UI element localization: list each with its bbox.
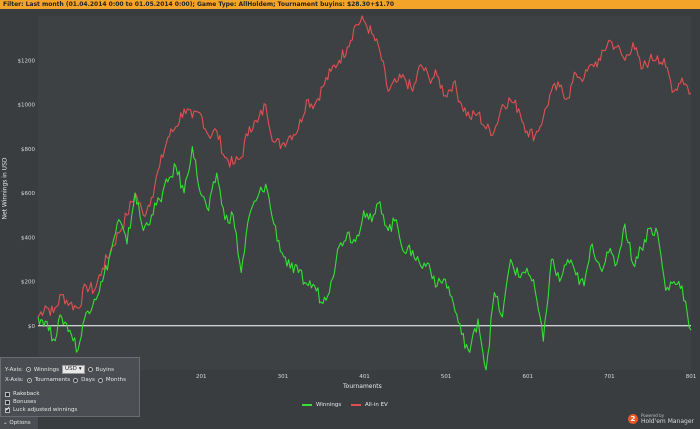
plot-area (38, 16, 691, 370)
luck-row[interactable]: Luck adjusted winnings (5, 405, 78, 413)
brand-name: Hold'em Manager (640, 418, 694, 425)
y-tick-label: $0 (28, 324, 35, 330)
y-buyins-label: Buyins (95, 366, 114, 373)
legend-winnings-label: Winnings (316, 402, 342, 408)
x-months-label: Months (105, 377, 127, 383)
legend-winnings[interactable]: Winnings (302, 402, 341, 408)
collapse-arrow-icon: ⌄ (3, 420, 8, 426)
y-tick-label: $1000 (18, 103, 36, 109)
chevron-down-icon: ▾ (78, 366, 82, 372)
x-tick-label: 401 (359, 374, 370, 380)
y-tick-label: $400 (21, 235, 35, 241)
filter-text: Last month (01.04.2014 0:00 to 01.05.201… (25, 1, 395, 8)
x-days-radio[interactable] (73, 377, 79, 383)
legend-allin-ev-label: All-in EV (365, 402, 388, 408)
x-tournaments-label: Tournaments (34, 377, 71, 383)
y-tick-label: $800 (21, 147, 35, 153)
y-winnings-radio[interactable] (25, 367, 31, 372)
x-tick-label: 501 (441, 374, 452, 380)
hem-logo-icon: 2 (627, 414, 638, 424)
bonuses-label: Bonuses (13, 399, 37, 405)
x-tick-label: 201 (196, 374, 207, 380)
y-buyins-radio[interactable] (87, 367, 93, 372)
x-tick-label: 801 (686, 374, 697, 380)
luck-checkbox[interactable] (5, 405, 11, 413)
x-axis-label: Tournaments (343, 383, 382, 390)
x-tick-label: 701 (604, 374, 615, 380)
currency-select[interactable]: USD ▾ (62, 365, 85, 374)
options-button-label: Options (9, 420, 31, 426)
y-winnings-label: Winnings (33, 366, 60, 373)
luck-label: Luck adjusted winnings (13, 407, 78, 413)
x-tick-label: 301 (278, 374, 289, 380)
series-line-winnings (37, 145, 692, 371)
legend-winnings-swatch (302, 404, 312, 406)
rakeback-checkbox[interactable] (5, 391, 10, 397)
options-toggle-button[interactable]: ⌄ Options (0, 417, 38, 429)
y-axis-row: Y-Axis: Winnings USD ▾ Buyins (5, 365, 114, 374)
currency-value: USD (65, 366, 77, 372)
brand-logo: 2 Powered by Hold'em Manager (627, 413, 694, 425)
x-axis-row: X-Axis: Tournaments Days Months (5, 377, 126, 383)
y-axis-label: Net Winnings in USD (1, 157, 9, 220)
powered-by-text: Powered by (640, 413, 665, 418)
y-tick-label: $1200 (18, 58, 36, 64)
x-tick-label: 601 (523, 374, 534, 380)
x-axis-label-opt: X-Axis: (5, 377, 24, 383)
filter-label: Filter: (3, 1, 24, 8)
x-months-radio[interactable] (97, 377, 103, 383)
legend-allin-ev-swatch (351, 404, 361, 406)
series-line-all-in-ev (37, 15, 692, 318)
y-tick-label: $200 (21, 280, 35, 286)
x-tournaments-radio[interactable] (26, 377, 32, 383)
legend-allin-ev[interactable]: All-in EV (351, 402, 388, 408)
x-days-label: Days (81, 377, 95, 383)
options-panel: Y-Axis: Winnings USD ▾ Buyins X-Axis: To… (0, 357, 140, 417)
rakeback-label: Rakeback (13, 391, 40, 397)
rakeback-row[interactable]: Rakeback (5, 391, 40, 397)
y-tick-label: $600 (21, 191, 35, 197)
y-axis-label-opt: Y-Axis: (5, 366, 23, 373)
filter-bar[interactable]: Filter: Last month (01.04.2014 0:00 to 0… (0, 0, 700, 9)
